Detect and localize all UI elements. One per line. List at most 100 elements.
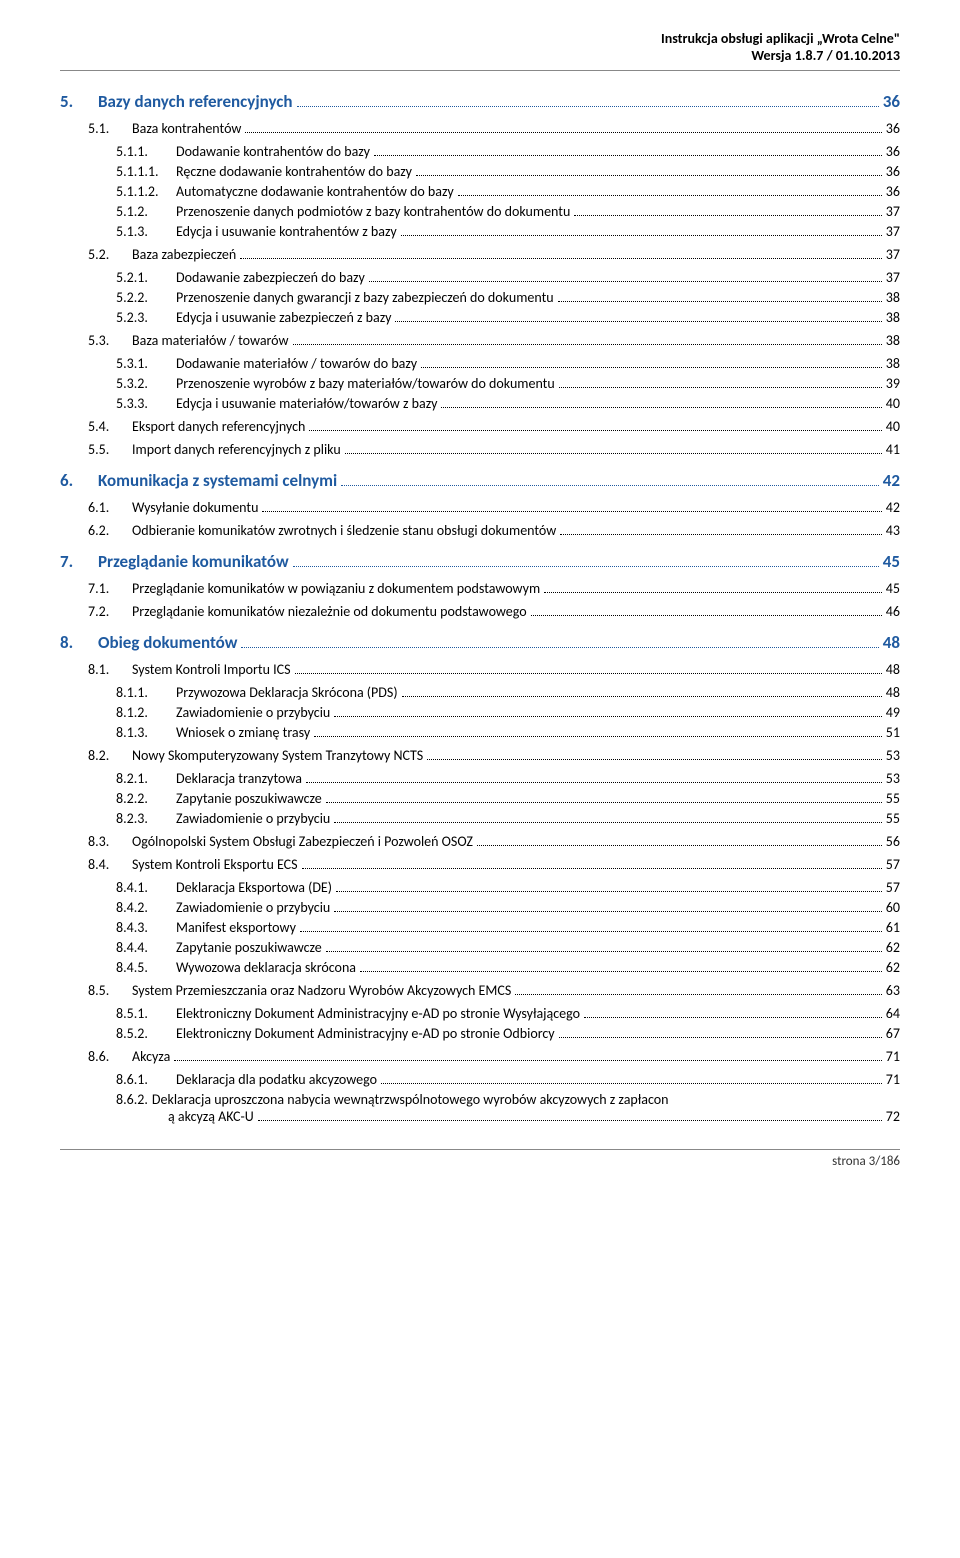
toc-entry[interactable]: 5.3.3.Edycja i usuwanie materiałów/towar…: [116, 395, 900, 412]
toc-page: 57: [886, 856, 900, 873]
toc-title: Wywozowa deklaracja skrócona: [176, 959, 356, 976]
toc-entry[interactable]: 8.1.3.Wniosek o zmianę trasy51: [116, 724, 900, 741]
toc-entry[interactable]: 8.4.2.Zawiadomienie o przybyciu60: [116, 899, 900, 916]
toc-leader: [326, 951, 882, 952]
toc-leader: [360, 971, 882, 972]
toc-entry[interactable]: 5.5.Import danych referencyjnych z pliku…: [88, 441, 900, 458]
toc-entry[interactable]: 5.2.1.Dodawanie zabezpieczeń do bazy37: [116, 269, 900, 286]
toc-title: Import danych referencyjnych z pliku: [132, 441, 341, 458]
toc-entry[interactable]: 5.1.2.Przenoszenie danych podmiotów z ba…: [116, 203, 900, 220]
toc-title: Dodawanie kontrahentów do bazy: [176, 143, 370, 160]
toc-page: 40: [886, 395, 900, 412]
toc-entry[interactable]: 8.3.Ogólnopolski System Obsługi Zabezpie…: [88, 833, 900, 850]
toc-title: Zawiadomienie o przybyciu: [176, 899, 330, 916]
toc-leader: [302, 868, 882, 869]
toc-title: Przeglądanie komunikatów: [98, 551, 289, 572]
toc-entry[interactable]: 5.2.3.Edycja i usuwanie zabezpieczeń z b…: [116, 309, 900, 326]
toc-title: Przenoszenie danych gwarancji z bazy zab…: [176, 289, 554, 306]
toc-leader: [558, 301, 882, 302]
toc-entry[interactable]: 5.1.1.2.Automatyczne dodawanie kontrahen…: [116, 183, 900, 200]
toc-number: 6.: [60, 470, 94, 491]
toc-entry[interactable]: 8.Obieg dokumentów48: [60, 632, 900, 653]
toc-entry[interactable]: 8.6.1.Deklaracja dla podatku akcyzowego7…: [116, 1071, 900, 1088]
toc-leader: [309, 430, 881, 431]
toc-number: 5.1.1.: [116, 143, 172, 160]
page-footer: strona 3/186: [60, 1149, 900, 1169]
toc-entry[interactable]: 8.5.2.Elektroniczny Dokument Administrac…: [116, 1025, 900, 1042]
toc-entry[interactable]: 8.1.2.Zawiadomienie o przybyciu49: [116, 704, 900, 721]
toc-page: 53: [886, 770, 900, 787]
toc-title: Przeglądanie komunikatów niezależnie od …: [132, 603, 527, 620]
toc-number: 5.3.2.: [116, 375, 172, 392]
toc-entry[interactable]: 8.4.5.Wywozowa deklaracja skrócona62: [116, 959, 900, 976]
toc-entry[interactable]: 8.4.3.Manifest eksportowy61: [116, 919, 900, 936]
toc-leader: [515, 994, 882, 995]
toc-page: 71: [886, 1071, 900, 1088]
toc-entry[interactable]: 8.2.3.Zawiadomienie o przybyciu55: [116, 810, 900, 827]
toc-number: 8.2.1.: [116, 770, 172, 787]
toc-leader: [341, 485, 879, 486]
toc-title: System Kontroli Importu ICS: [132, 661, 291, 678]
toc-page: 42: [886, 499, 900, 516]
toc-entry[interactable]: 5.1.Baza kontrahentów36: [88, 120, 900, 137]
toc-leader: [458, 195, 882, 196]
toc-entry[interactable]: 8.5.1.Elektroniczny Dokument Administrac…: [116, 1005, 900, 1022]
toc-entry[interactable]: 5.1.1.Dodawanie kontrahentów do bazy36: [116, 143, 900, 160]
toc-number: 8.5.: [88, 982, 128, 999]
toc-page: 37: [886, 203, 900, 220]
toc-title: Eksport danych referencyjnych: [132, 418, 305, 435]
doc-version: Wersja 1.8.7 / 01.10.2013: [60, 47, 900, 64]
toc-leader: [416, 175, 882, 176]
toc-entry[interactable]: 7.1.Przeglądanie komunikatów w powiązani…: [88, 580, 900, 597]
toc-number: 5.3.1.: [116, 355, 172, 372]
toc-number: 5.: [60, 91, 94, 112]
toc-title: Zapytanie poszukiwawcze: [176, 790, 322, 807]
toc-leader: [559, 387, 882, 388]
toc-entry[interactable]: 8.5.System Przemieszczania oraz Nadzoru …: [88, 982, 900, 999]
toc-page: 51: [886, 724, 900, 741]
toc-title: Ręczne dodawanie kontrahentów do bazy: [176, 163, 412, 180]
toc-entry[interactable]: 5.3.Baza materiałów / towarów38: [88, 332, 900, 349]
toc-entry[interactable]: 8.6.Akcyza71: [88, 1048, 900, 1065]
toc-entry[interactable]: 5.1.3.Edycja i usuwanie kontrahentów z b…: [116, 223, 900, 240]
toc-entry[interactable]: 8.2.1.Deklaracja tranzytowa53: [116, 770, 900, 787]
toc-entry[interactable]: 5.2.2.Przenoszenie danych gwarancji z ba…: [116, 289, 900, 306]
toc-number: 8.: [60, 632, 94, 653]
toc-entry[interactable]: 8.4.1.Deklaracja Eksportowa (DE)57: [116, 879, 900, 896]
toc-entry[interactable]: 8.1.1.Przywozowa Deklaracja Skrócona (PD…: [116, 684, 900, 701]
toc-entry[interactable]: 6.Komunikacja z systemami celnymi42: [60, 470, 900, 491]
toc-number: 5.2.1.: [116, 269, 172, 286]
toc-number: 7.2.: [88, 603, 128, 620]
toc-entry[interactable]: 8.2.Nowy Skomputeryzowany System Tranzyt…: [88, 747, 900, 764]
toc-entry[interactable]: 7.2.Przeglądanie komunikatów niezależnie…: [88, 603, 900, 620]
toc-page: 37: [886, 246, 900, 263]
toc-entry[interactable]: 5.4.Eksport danych referencyjnych40: [88, 418, 900, 435]
toc-page: 62: [886, 959, 900, 976]
toc-entry[interactable]: 5.2.Baza zabezpieczeń37: [88, 246, 900, 263]
toc-page: 38: [886, 309, 900, 326]
toc-entry[interactable]: 7.Przeglądanie komunikatów45: [60, 551, 900, 572]
toc-entry[interactable]: 8.2.2.Zapytanie poszukiwawcze55: [116, 790, 900, 807]
toc-title: Przenoszenie danych podmiotów z bazy kon…: [176, 203, 570, 220]
toc-page: 43: [886, 522, 900, 539]
toc-leader: [402, 696, 882, 697]
toc-entry[interactable]: 5.Bazy danych referencyjnych36: [60, 91, 900, 112]
toc-entry[interactable]: 6.2.Odbieranie komunikatów zwrotnych i ś…: [88, 522, 900, 539]
toc-entry[interactable]: 8.4.4.Zapytanie poszukiwawcze62: [116, 939, 900, 956]
toc-entry[interactable]: 8.1.System Kontroli Importu ICS48: [88, 661, 900, 678]
toc-entry[interactable]: 8.4.System Kontroli Eksportu ECS57: [88, 856, 900, 873]
toc-number: 5.1.3.: [116, 223, 172, 240]
toc-entry[interactable]: 8.6.2.Deklaracja uproszczona nabycia wew…: [116, 1091, 900, 1125]
toc-leader: [395, 321, 881, 322]
toc-page: 57: [886, 879, 900, 896]
toc-leader: [560, 534, 882, 535]
toc-entry[interactable]: 5.3.2.Przenoszenie wyrobów z bazy materi…: [116, 375, 900, 392]
toc-entry[interactable]: 5.3.1.Dodawanie materiałów / towarów do …: [116, 355, 900, 372]
toc-page: 64: [886, 1005, 900, 1022]
toc-leader: [258, 1120, 882, 1121]
toc-title: Edycja i usuwanie kontrahentów z bazy: [176, 223, 397, 240]
toc-title: Akcyza: [132, 1048, 170, 1065]
toc-entry[interactable]: 5.1.1.1.Ręczne dodawanie kontrahentów do…: [116, 163, 900, 180]
toc-entry[interactable]: 6.1.Wysyłanie dokumentu42: [88, 499, 900, 516]
toc-number: 5.5.: [88, 441, 128, 458]
